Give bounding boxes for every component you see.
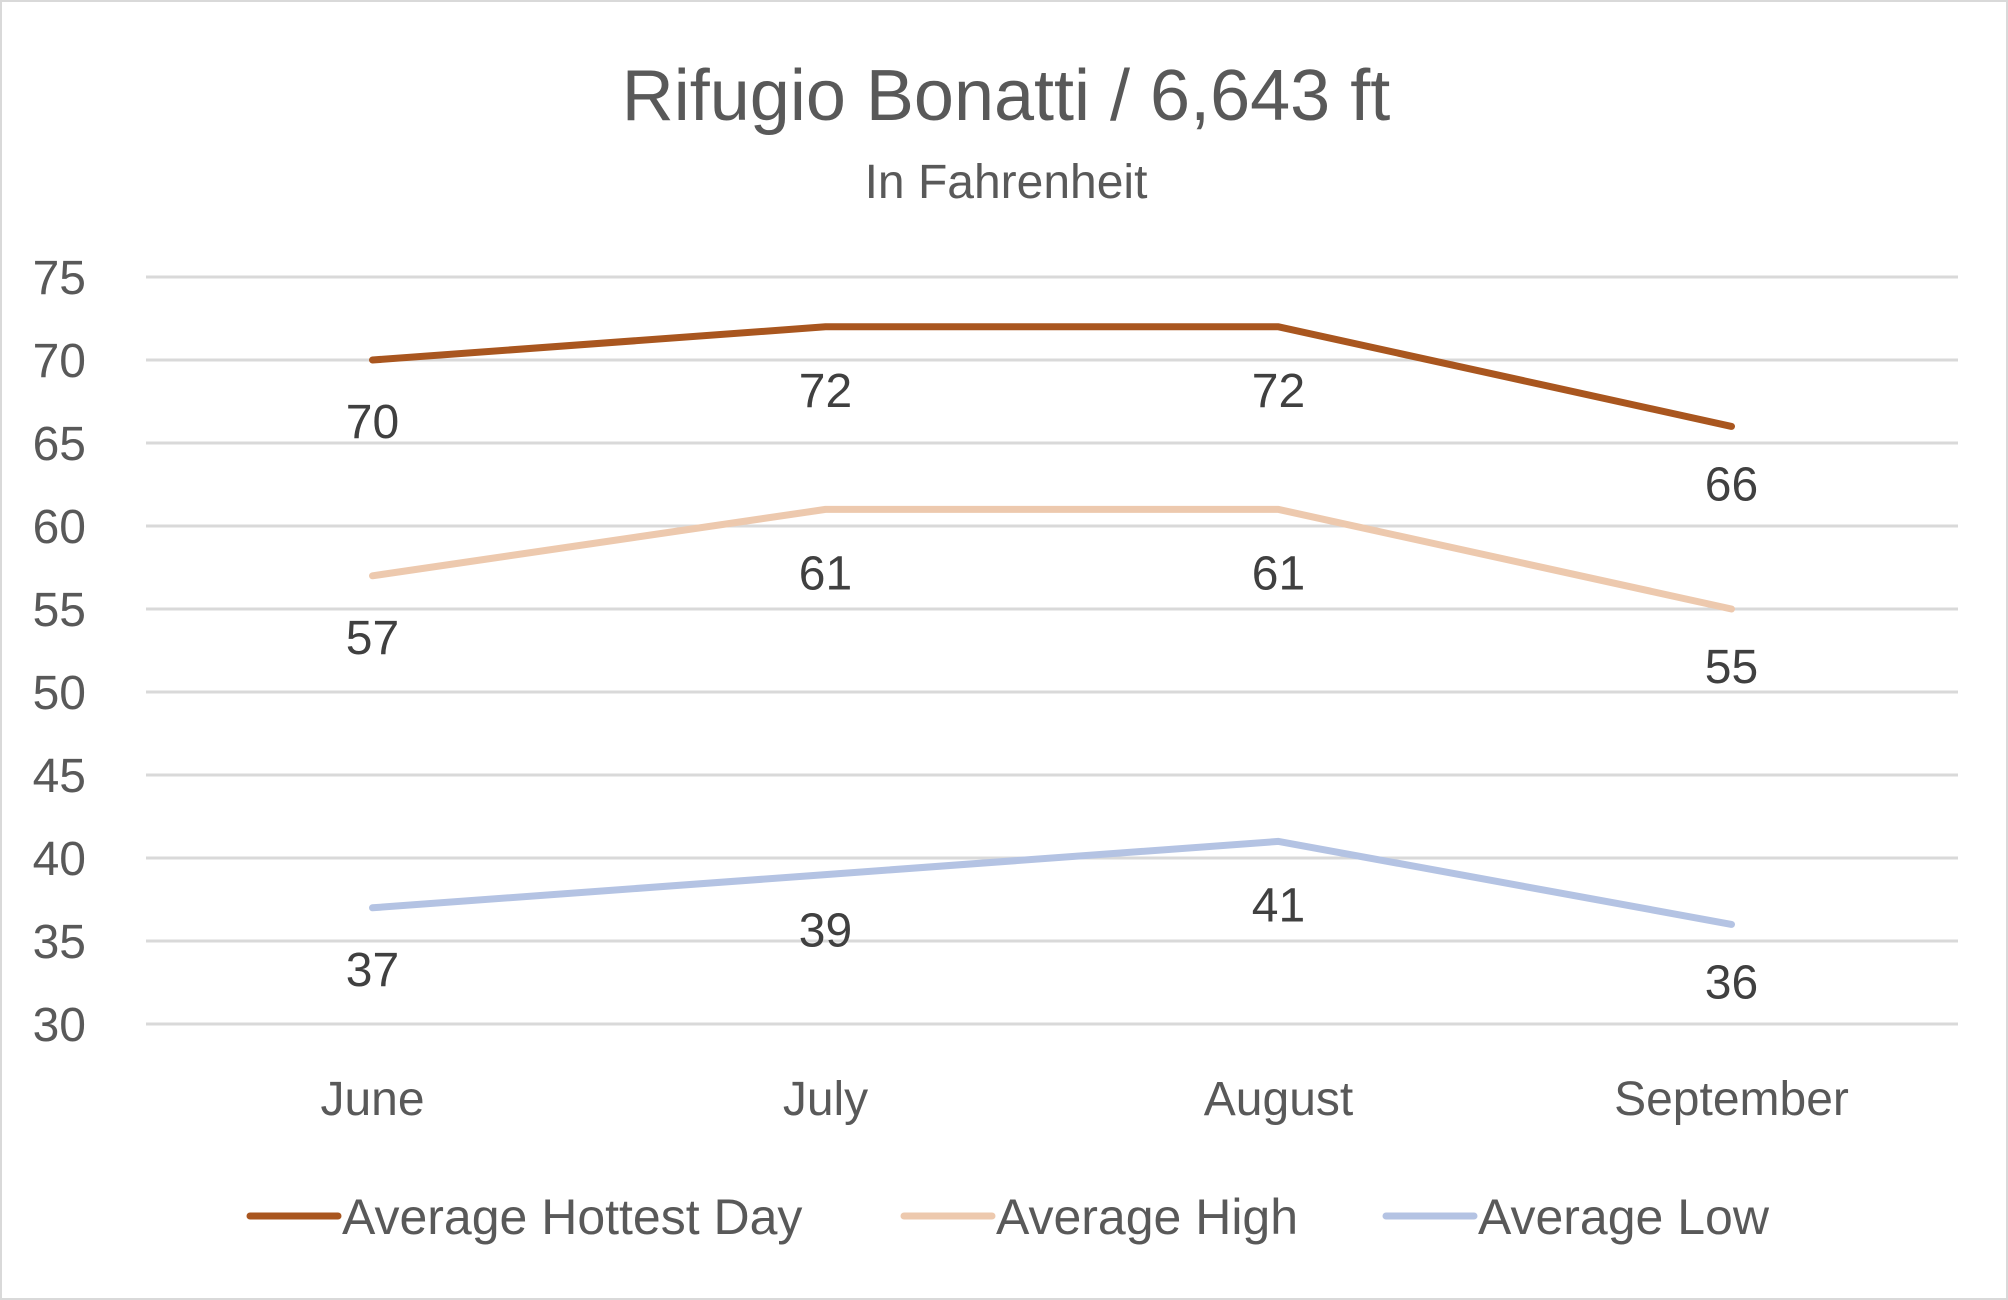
data-label: 39 bbox=[799, 905, 852, 958]
data-label: 61 bbox=[1252, 547, 1305, 600]
chart-title: Rifugio Bonatti / 6,643 ft bbox=[622, 56, 1390, 136]
series-lines bbox=[369, 323, 1735, 928]
data-label: 70 bbox=[346, 396, 399, 449]
x-tick-label: September bbox=[1614, 1073, 1849, 1126]
x-tick-label: July bbox=[783, 1073, 868, 1126]
x-tick-label: June bbox=[320, 1073, 424, 1126]
data-label: 66 bbox=[1705, 458, 1758, 511]
legend-label: Average Low bbox=[1478, 1189, 1770, 1245]
y-tick-label: 75 bbox=[33, 252, 86, 305]
y-tick-label: 45 bbox=[33, 750, 86, 803]
chart-subtitle: In Fahrenheit bbox=[865, 156, 1148, 209]
series-line-3 bbox=[369, 837, 1735, 928]
data-label: 72 bbox=[1252, 365, 1305, 418]
series-line-2 bbox=[369, 505, 1735, 613]
data-label: 61 bbox=[799, 547, 852, 600]
x-axis-ticks: June July August September bbox=[320, 1073, 1848, 1126]
data-label: 55 bbox=[1705, 641, 1758, 694]
y-tick-label: 35 bbox=[33, 916, 86, 969]
y-tick-label: 50 bbox=[33, 667, 86, 720]
data-label: 37 bbox=[346, 944, 399, 997]
data-label: 36 bbox=[1705, 956, 1758, 1009]
data-label: 41 bbox=[1252, 879, 1305, 932]
y-tick-label: 70 bbox=[33, 335, 86, 388]
gridlines bbox=[146, 275, 1958, 1026]
y-axis-ticks: 30 35 40 45 50 55 60 65 70 75 bbox=[33, 252, 86, 1052]
y-tick-label: 65 bbox=[33, 418, 86, 471]
data-label: 57 bbox=[346, 612, 399, 665]
data-labels: 70 72 72 66 57 61 61 55 37 39 41 36 bbox=[346, 365, 1758, 1010]
legend-label: Average High bbox=[996, 1189, 1298, 1245]
legend: Average Hottest Day Average High Average L… bbox=[246, 1189, 1770, 1245]
legend-label: Average Hottest Day bbox=[342, 1189, 802, 1245]
y-tick-label: 40 bbox=[33, 833, 86, 886]
data-label: 72 bbox=[799, 365, 852, 418]
series-line-1 bbox=[369, 323, 1735, 430]
y-tick-label: 30 bbox=[33, 999, 86, 1052]
y-tick-label: 60 bbox=[33, 501, 86, 554]
x-tick-label: August bbox=[1204, 1073, 1353, 1126]
y-tick-label: 55 bbox=[33, 584, 86, 637]
